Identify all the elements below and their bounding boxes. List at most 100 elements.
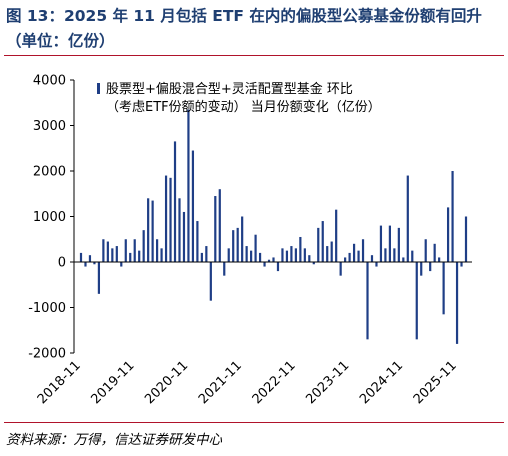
bar (397, 227, 400, 263)
bar (182, 211, 186, 262)
legend-label-continued: （考虑ETF份额的变动） 当月份额变化（亿份） (106, 99, 381, 115)
bar (455, 262, 459, 344)
bar (388, 225, 391, 262)
bar (429, 262, 432, 272)
bar (267, 259, 271, 262)
bar (370, 255, 374, 262)
bar (160, 248, 163, 262)
bar (156, 239, 159, 262)
bar (142, 230, 145, 262)
bar (97, 262, 101, 294)
bar (129, 252, 132, 262)
bar (384, 248, 387, 262)
bar (93, 262, 96, 265)
bar (173, 141, 177, 262)
legend-swatch (97, 83, 100, 94)
bar (290, 246, 293, 262)
bar (88, 255, 92, 262)
bar (250, 250, 253, 263)
bar (147, 198, 150, 262)
bar (375, 262, 378, 267)
y-tick-label: 4000 (33, 74, 66, 89)
bar (200, 252, 203, 262)
y-tick-label: 3000 (33, 119, 66, 134)
y-tick-label: -1000 (28, 301, 66, 316)
title-divider (4, 55, 504, 56)
bar (209, 262, 212, 301)
bar (464, 216, 468, 262)
bar (442, 262, 445, 315)
x-tick-label: 2022-11 (250, 358, 299, 407)
bar (232, 230, 235, 262)
bar (433, 243, 436, 262)
bar (420, 262, 423, 276)
bar (254, 234, 257, 262)
bar (285, 250, 289, 263)
bar (352, 243, 356, 262)
bar (263, 262, 266, 267)
bar (124, 239, 127, 262)
bar (102, 239, 105, 262)
bar (339, 262, 342, 276)
y-tick-label: 0 (58, 256, 66, 271)
bar (227, 248, 230, 262)
bar (151, 200, 154, 262)
bar (191, 150, 195, 262)
bar (357, 250, 360, 263)
bar (460, 262, 463, 267)
bar (214, 196, 217, 262)
bar (258, 252, 262, 262)
x-tick-label: 2025-11 (411, 358, 460, 407)
bar (303, 248, 306, 262)
bar (84, 262, 87, 267)
bar (218, 189, 221, 262)
source-note: 资料来源：万得，信达证券研发中心 (6, 432, 222, 448)
bar (281, 248, 284, 262)
bar (169, 177, 172, 262)
bar (321, 221, 324, 262)
bar (317, 227, 320, 263)
bar (138, 250, 141, 263)
x-tick-label: 2018-11 (35, 358, 84, 407)
bar (379, 225, 383, 262)
bar (415, 262, 418, 340)
bar (120, 262, 123, 267)
figure-title: 图 13：2025 年 11 月包括 ETF 在内的偏股型公募基金份额有回升（单… (6, 7, 482, 50)
bar (366, 262, 369, 340)
bar (245, 246, 248, 262)
bar (79, 252, 83, 262)
bar (106, 241, 109, 262)
bar (205, 246, 208, 262)
bar (133, 239, 136, 262)
x-tick-label: 2019-11 (89, 358, 138, 407)
x-tick-label: 2024-11 (357, 358, 406, 407)
bar (446, 207, 450, 262)
bar (164, 175, 168, 262)
bar (406, 175, 409, 262)
source-divider (4, 422, 504, 423)
y-tick-label: -2000 (28, 347, 66, 362)
bar (402, 257, 405, 262)
bar (236, 227, 239, 263)
bar (344, 257, 347, 262)
x-tick-label: 2021-11 (196, 358, 245, 407)
bar (335, 209, 338, 262)
bar (294, 248, 297, 262)
x-tick-label: 2020-11 (142, 358, 191, 407)
bar (241, 216, 244, 262)
bar (451, 171, 454, 262)
bar (111, 248, 114, 262)
bar (326, 246, 329, 262)
bar (361, 239, 365, 262)
bar (223, 262, 226, 276)
bar (438, 257, 441, 262)
bar (272, 257, 275, 262)
y-tick-label: 1000 (33, 210, 66, 225)
y-tick-label: 2000 (33, 165, 66, 180)
bar (312, 262, 315, 265)
bar (330, 241, 333, 262)
bar (115, 246, 118, 262)
bar (276, 262, 280, 272)
bar (196, 221, 199, 262)
x-tick-label: 2023-11 (303, 358, 352, 407)
